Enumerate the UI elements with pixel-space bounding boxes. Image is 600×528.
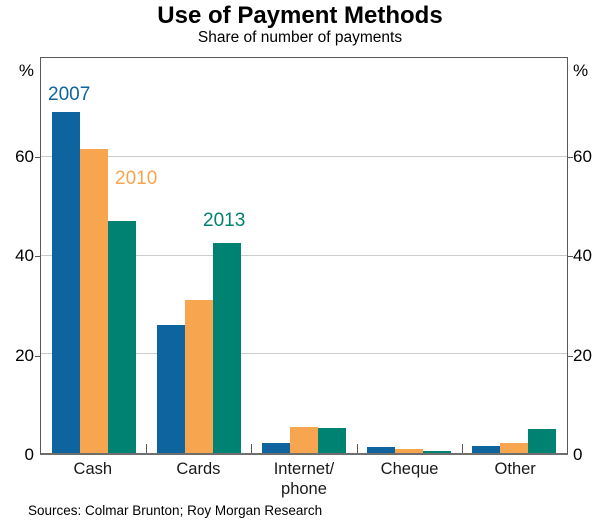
y-axis-unit-left: % <box>18 61 34 80</box>
y-axis-tick-left <box>35 256 40 257</box>
y-tick-label-right-0: 0 <box>573 445 583 464</box>
y-tick-label-right-20: 20 <box>573 346 592 365</box>
bar-2013-cheque <box>423 450 452 453</box>
bar-group-internet-phone <box>251 58 356 453</box>
gridline-60 <box>41 155 567 157</box>
gridline-40 <box>41 254 567 256</box>
y-tick-label-left-0: 0 <box>24 445 34 464</box>
bar-2010-internet-phone <box>289 427 318 453</box>
x-axis-tick <box>356 444 358 453</box>
bar-2013-internet-phone <box>317 428 346 453</box>
chart-subtitle: Share of number of payments <box>197 29 403 46</box>
y-axis-tick-left <box>35 356 40 357</box>
y-axis-tick-right <box>568 157 573 158</box>
category-label-cards: Cards <box>176 460 221 478</box>
y-tick-label-left-20: 20 <box>15 346 34 365</box>
y-tick-label-left-60: 60 <box>15 147 34 166</box>
chart-title: Use of Payment Methods <box>157 2 443 29</box>
plot-area: 2007 2010 2013 <box>40 57 568 455</box>
bar-2013-cash <box>107 220 136 453</box>
series-label-2010: 2010 <box>115 168 158 189</box>
y-axis-tick-right <box>568 356 573 357</box>
bar-2010-cards <box>184 299 213 453</box>
bar-2007-other <box>472 445 501 453</box>
y-tick-label-right-40: 40 <box>573 246 592 265</box>
bar-2007-cheque <box>367 447 396 453</box>
category-label-other: Other <box>494 460 536 478</box>
y-axis-tick-right <box>568 256 573 257</box>
x-axis-category-labels: Cash Cards Internet/ phone Cheque Other <box>40 460 568 500</box>
x-axis-tick <box>146 444 148 453</box>
bar-2010-other <box>500 443 529 453</box>
bar-2010-cash <box>79 149 108 453</box>
source-note: Sources: Colmar Brunton; Roy Morgan Rese… <box>28 503 323 518</box>
bar-2010-cheque <box>395 449 424 453</box>
y-tick-label-right-60: 60 <box>573 147 592 166</box>
bar-group-cash <box>41 58 146 453</box>
bar-2007-cards <box>156 324 185 453</box>
bar-2007-internet-phone <box>261 443 290 453</box>
bar-2013-other <box>528 429 557 453</box>
bar-group-cards <box>146 58 251 453</box>
category-label-internet-phone: Internet/ phone <box>273 460 335 498</box>
y-axis-unit-right: % <box>573 61 589 80</box>
y-axis-labels-left: % 0 20 40 60 <box>0 0 34 528</box>
y-axis-tick-left <box>35 157 40 158</box>
x-axis-tick <box>461 444 463 453</box>
bar-2013-cards <box>212 243 241 453</box>
bar-2007-cash <box>51 112 80 453</box>
gridline-20 <box>41 353 567 355</box>
bar-group-other <box>462 58 567 453</box>
x-axis-tick <box>251 444 253 453</box>
y-tick-label-left-40: 40 <box>15 246 34 265</box>
series-label-2007: 2007 <box>48 84 91 105</box>
bar-group-cheque <box>357 58 462 453</box>
category-label-cheque: Cheque <box>380 460 439 478</box>
series-label-2013: 2013 <box>203 210 246 231</box>
category-label-cash: Cash <box>73 460 113 478</box>
y-axis-labels-right: % 0 20 40 60 <box>573 0 600 528</box>
